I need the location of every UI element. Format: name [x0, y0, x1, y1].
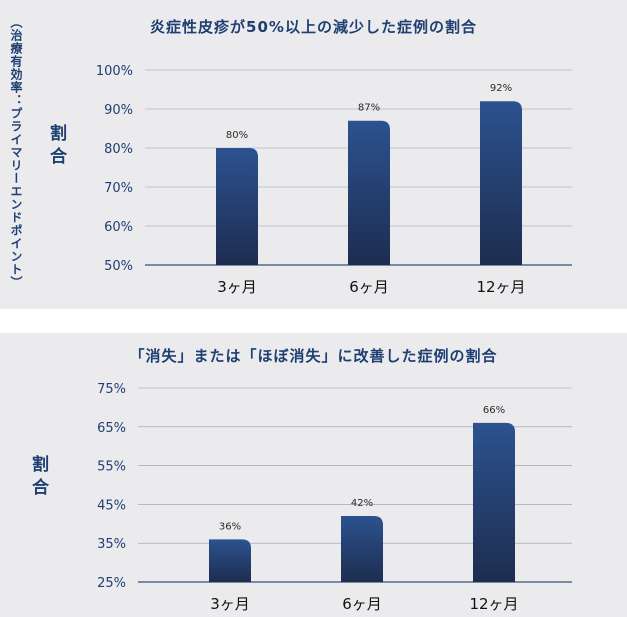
- chart-panel-2: 「消失」または「ほぼ消失」に改善した症例の割合 割合 25% 35% 45% 55% 6…: [0, 333, 627, 617]
- y-tick-label: 65%: [97, 421, 126, 436]
- bar: [216, 148, 258, 265]
- data-label: 87%: [358, 103, 380, 114]
- y-tick-label: 25%: [97, 576, 126, 591]
- y-tick-label: 75%: [97, 382, 126, 397]
- data-label: 42%: [351, 498, 373, 509]
- x-tick-label: 6ヶ月: [342, 595, 382, 613]
- chart-2-plot: 25% 35% 45% 55% 65% 75% 36% 3ヶ月 42% 6ヶ月 66% 12ヶ月: [97, 382, 572, 613]
- y-tick-label: 80%: [104, 142, 133, 157]
- y-axis-label: 割合: [28, 455, 48, 501]
- x-tick-label: 12ヶ月: [476, 278, 525, 296]
- x-tick-label: 3ヶ月: [217, 278, 257, 296]
- y-tick-label: 90%: [104, 103, 133, 118]
- data-label: 80%: [226, 130, 248, 141]
- bar: [209, 539, 251, 582]
- chart-title: 炎症性皮疹が50%以上の減少した症例の割合: [150, 18, 477, 36]
- y-tick-label: 100%: [96, 64, 133, 79]
- y-tick-label: 55%: [97, 460, 126, 475]
- y-axis-label: 割合: [46, 124, 66, 170]
- data-label: 92%: [490, 83, 512, 94]
- bar: [473, 422, 515, 582]
- data-label: 36%: [219, 521, 241, 532]
- bar: [348, 120, 390, 265]
- y-tick-label: 70%: [104, 181, 133, 196]
- y-tick-label: 45%: [97, 498, 126, 513]
- y-tick-label: 35%: [97, 537, 126, 552]
- y-tick-label: 60%: [104, 220, 133, 235]
- bar: [341, 516, 383, 582]
- y-tick-label: 50%: [104, 259, 133, 274]
- chart-panel-1: 炎症性皮疹が50%以上の減少した症例の割合 （治療有効率：プライマリーエンドポイ…: [0, 0, 627, 309]
- x-tick-label: 6ヶ月: [349, 278, 389, 296]
- bar: [480, 101, 522, 265]
- data-label: 66%: [483, 405, 505, 416]
- x-tick-label: 12ヶ月: [469, 595, 518, 613]
- y-axis-sublabel: （治療有効率：プライマリーエンドポイント）: [9, 16, 23, 289]
- chart-1-plot: 50% 60% 70% 80% 90% 100% 80% 3ヶ月 87% 6ヶ月 92% 12ヶ月: [96, 64, 572, 296]
- x-tick-label: 3ヶ月: [210, 595, 250, 613]
- chart-title: 「消失」または「ほぼ消失」に改善した症例の割合: [129, 347, 498, 365]
